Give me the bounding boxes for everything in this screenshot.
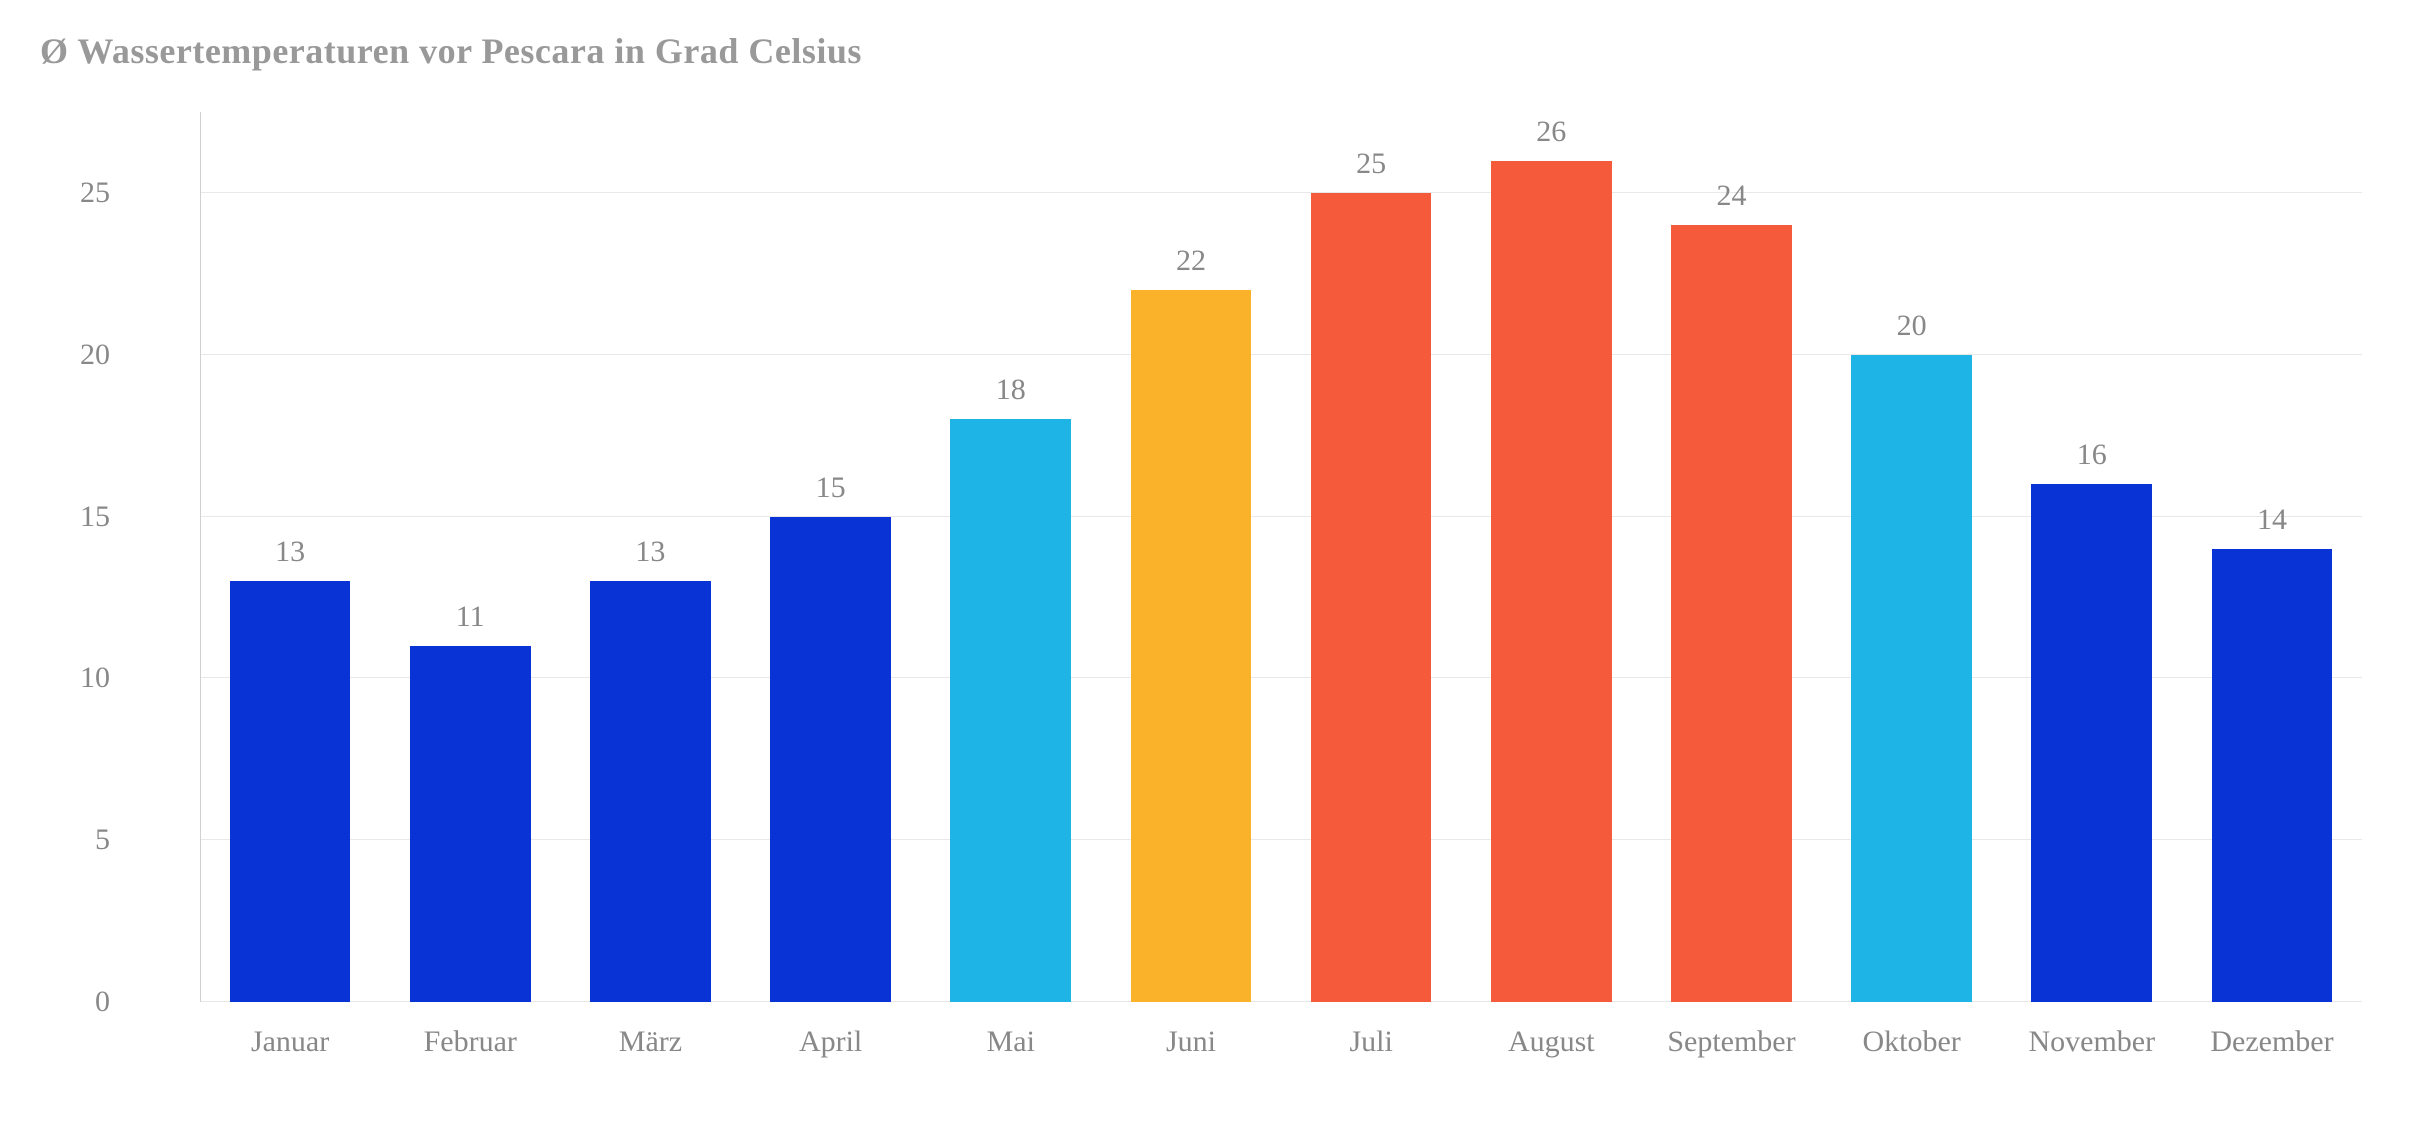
bar <box>1131 290 1252 1002</box>
bar-value-label: 18 <box>996 373 1026 407</box>
bar <box>1491 161 1612 1002</box>
y-tick-label: 10 <box>80 661 110 695</box>
bar-group: 15 <box>741 112 921 1002</box>
y-tick-label: 25 <box>80 176 110 210</box>
bar <box>770 517 891 1002</box>
chart-title: Ø Wassertemperaturen vor Pescara in Grad… <box>40 30 2382 72</box>
x-tick-label: Oktober <box>1822 1007 2002 1062</box>
bar-group: 18 <box>921 112 1101 1002</box>
x-tick-label: Juni <box>1101 1007 1281 1062</box>
bar <box>1671 225 1792 1002</box>
bars-area: 13 11 13 15 18 22 25 26 24 20 16 14 <box>200 112 2362 1002</box>
bar-value-label: 11 <box>456 600 485 634</box>
x-tick-label: August <box>1461 1007 1641 1062</box>
chart-container: Ø Wassertemperaturen vor Pescara in Grad… <box>0 0 2422 1134</box>
bar-group: 25 <box>1281 112 1461 1002</box>
bar-value-label: 13 <box>635 535 665 569</box>
x-tick-label: Dezember <box>2182 1007 2362 1062</box>
x-tick-label: Januar <box>200 1007 380 1062</box>
x-axis: JanuarFebruarMärzAprilMaiJuniJuliAugustS… <box>200 1007 2362 1062</box>
bar-group: 20 <box>1822 112 2002 1002</box>
x-tick-label: April <box>741 1007 921 1062</box>
bar-group: 24 <box>1641 112 1821 1002</box>
bar <box>1851 355 1972 1002</box>
bar <box>2031 484 2152 1002</box>
bar-value-label: 22 <box>1176 244 1206 278</box>
x-tick-label: November <box>2002 1007 2182 1062</box>
y-tick-label: 20 <box>80 338 110 372</box>
x-tick-label: März <box>560 1007 740 1062</box>
x-tick-label: Mai <box>921 1007 1101 1062</box>
bar-value-label: 20 <box>1897 309 1927 343</box>
bar-value-label: 14 <box>2257 503 2287 537</box>
bar-group: 13 <box>560 112 740 1002</box>
x-tick-label: Februar <box>380 1007 560 1062</box>
bar <box>590 581 711 1002</box>
y-tick-label: 15 <box>80 500 110 534</box>
bar-group: 16 <box>2002 112 2182 1002</box>
y-tick-label: 5 <box>95 823 110 857</box>
plot-area: 0510152025 131113151822252624201614 Janu… <box>200 112 2362 1062</box>
x-tick-label: September <box>1641 1007 1821 1062</box>
x-tick-label: Juli <box>1281 1007 1461 1062</box>
bar-group: 22 <box>1101 112 1281 1002</box>
bar <box>950 419 1071 1002</box>
bar-group: 13 <box>200 112 380 1002</box>
bar <box>2212 549 2333 1002</box>
bar-value-label: 13 <box>275 535 305 569</box>
bar <box>230 581 351 1002</box>
bar-group: 26 <box>1461 112 1641 1002</box>
bar-value-label: 16 <box>2077 438 2107 472</box>
bar-value-label: 25 <box>1356 147 1386 181</box>
bar-value-label: 15 <box>816 471 846 505</box>
bar-group: 11 <box>380 112 560 1002</box>
bar-value-label: 26 <box>1536 115 1566 149</box>
bar-value-label: 24 <box>1716 179 1746 213</box>
y-tick-label: 0 <box>95 985 110 1019</box>
bar <box>1311 193 1432 1002</box>
bar <box>410 646 531 1002</box>
bar-group: 14 <box>2182 112 2362 1002</box>
